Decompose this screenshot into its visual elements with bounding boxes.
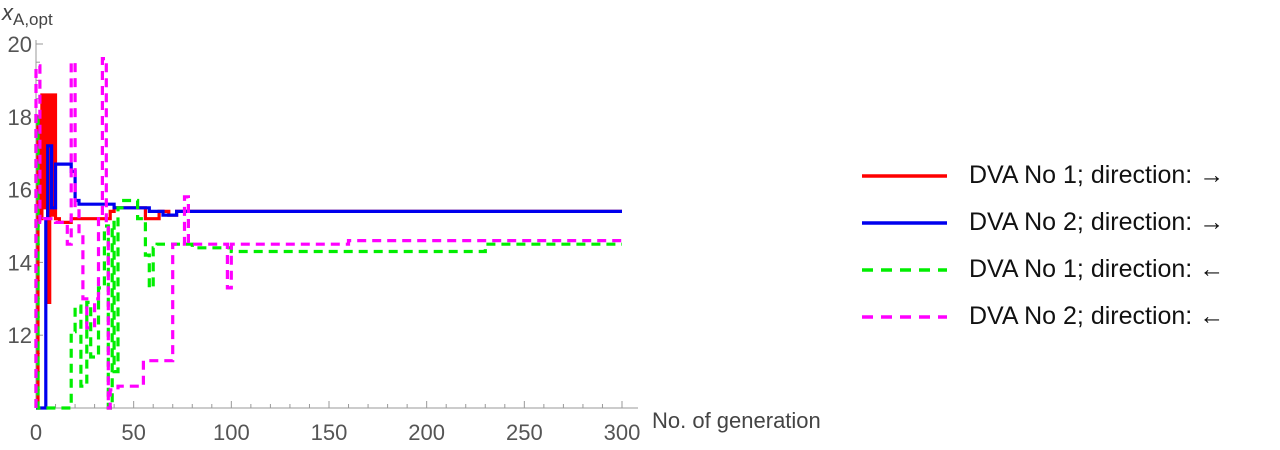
series-line-1 (36, 93, 622, 410)
series-line-3 (34, 111, 622, 410)
legend-swatch (862, 166, 947, 186)
tick-labels: 0 50 100 150 200 250 300 12 14 16 18 20 (8, 32, 641, 445)
x-tick-label: 50 (121, 420, 145, 445)
legend-swatch-svg (862, 267, 947, 272)
axes (35, 40, 638, 409)
x-tick-label: 0 (30, 420, 42, 445)
series-line-4 (34, 57, 622, 410)
y-tick-label: 14 (8, 250, 32, 275)
legend-item-4: DVA No 2; direction: ← (862, 293, 1224, 340)
y-axis-label-sub: A,opt (13, 10, 53, 29)
y-axis-label-main: x (1, 0, 14, 25)
legend: DVA No 1; direction: → DVA No 2; directio… (862, 152, 1224, 340)
y-tick-label: 12 (8, 323, 32, 348)
y-tick-label: 20 (8, 32, 32, 57)
legend-label: DVA No 1; direction: ← (969, 255, 1225, 283)
y-tick-label: 16 (8, 178, 32, 203)
legend-item-3: DVA No 1; direction: ← (862, 246, 1224, 293)
legend-item-2: DVA No 2; direction: → (862, 199, 1224, 246)
legend-swatch (862, 213, 947, 233)
legend-swatch (862, 307, 947, 327)
x-tick-label: 250 (506, 420, 543, 445)
legend-swatch-svg (862, 220, 947, 225)
y-axis-label: xA,opt (1, 0, 53, 29)
plot-lines (34, 57, 622, 410)
legend-label: DVA No 2; direction: → (969, 208, 1225, 236)
chart: 0 50 100 150 200 250 300 12 14 16 18 20 xA,opt No. … (1, 0, 821, 445)
series-line-2 (36, 144, 622, 410)
legend-swatch-svg (862, 173, 947, 178)
legend-label: DVA No 2; direction: ← (969, 302, 1225, 330)
legend-swatch (862, 260, 947, 280)
legend-label: DVA No 1; direction: → (969, 161, 1225, 189)
legend-swatch-svg (862, 314, 947, 319)
x-axis-label: No. of generation (652, 408, 821, 433)
legend-item-1: DVA No 1; direction: → (862, 152, 1224, 199)
x-tick-label: 300 (604, 420, 641, 445)
x-tick-label: 150 (311, 420, 348, 445)
x-tick-label: 100 (213, 420, 250, 445)
x-tick-label: 200 (408, 420, 445, 445)
y-tick-label: 18 (8, 105, 32, 130)
